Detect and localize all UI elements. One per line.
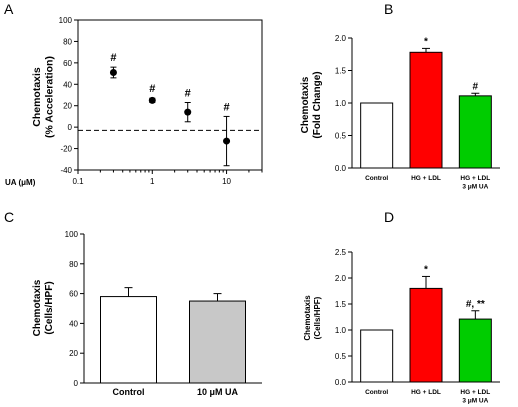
panel-a-y-tick-label: 40 xyxy=(63,80,72,89)
panel-a-point-annotation: # xyxy=(110,52,116,64)
panel-b-y-tick-label: 0.5 xyxy=(335,132,347,141)
panel-d-bar-annotation: #, ** xyxy=(466,299,485,310)
panel-b-bar xyxy=(458,95,492,169)
panel-a-point xyxy=(109,69,117,76)
panel-b-bar-annotation: # xyxy=(473,81,479,92)
panel-a-letter: A xyxy=(4,1,14,17)
panel-a-point xyxy=(184,108,192,116)
panel-a-y-tick-label: 80 xyxy=(63,37,72,46)
panel-b-letter: B xyxy=(384,1,393,17)
panel-c-y-axis-title: Chemotaxis(Cells/HPF) xyxy=(32,279,55,336)
panel-c-y-tick-label: 40 xyxy=(69,319,78,328)
panel-d-y-tick-label: 1.0 xyxy=(335,326,347,335)
panel-a-point xyxy=(223,137,231,145)
panel-a-x-tick-label: 10 xyxy=(222,177,231,186)
panel-c-bar xyxy=(189,300,246,384)
panel-a-y-tick-label: -20 xyxy=(60,145,72,154)
panel-b-bar xyxy=(409,51,443,169)
panel-d-category-label: HG + LDL xyxy=(411,389,441,396)
panel-a-y-axis-title-line: (% Acceleration) xyxy=(44,56,56,138)
panel-a-y-axis-title-line: Chemotaxis xyxy=(31,67,43,127)
panel-d-bar xyxy=(360,329,394,383)
panel-b-category-label: HG + LDL xyxy=(411,175,441,182)
panel-b-y-tick-label: 1.5 xyxy=(335,67,347,76)
panel-a-y-tick-label: 60 xyxy=(63,59,72,68)
panel-d-y-tick-label: 2.0 xyxy=(335,274,347,283)
panel-a-x-axis-title: UA (μM) xyxy=(5,178,36,187)
panel-c-y-axis-title-line: (Cells/HPF) xyxy=(44,281,55,334)
panel-a-y-tick-label: 0 xyxy=(68,123,73,132)
panel-d-category-label: 3 μM UA xyxy=(462,398,488,405)
panel-d-y-tick-label: 0.5 xyxy=(335,352,347,361)
panel-a-y-tick-label: 20 xyxy=(63,102,72,111)
panel-b-y-tick-label: 1.0 xyxy=(335,99,347,108)
panel-b-category-label: 3 μM UA xyxy=(462,184,488,191)
panel-c-y-tick-label: 80 xyxy=(69,260,78,269)
panel-d-category-label: Control xyxy=(365,389,388,396)
panel-b-y-axis-title-line: (Fold Change) xyxy=(312,71,323,138)
panel-a: A -40 -20 0 20 40 60 80 100 Chemotaxis(% Accelera… xyxy=(4,1,263,187)
panel-b-bar-annotation: * xyxy=(424,36,428,47)
panel-d-letter: D xyxy=(384,209,394,225)
panel-a-y-tick-label: -40 xyxy=(60,166,72,175)
panel-d-y-axis-title-line: Chemotaxis xyxy=(303,295,312,341)
panel-a-frame xyxy=(77,19,263,171)
panel-d-y-tick-label: 2.5 xyxy=(335,248,347,257)
panel-a-point-annotation: # xyxy=(223,101,229,113)
panel-a-y-tick-label: 100 xyxy=(59,16,73,25)
panel-c-y-tick-label: 60 xyxy=(69,290,78,299)
panel-c-bar xyxy=(100,296,157,384)
panel-c-y-tick-label: 20 xyxy=(69,349,78,358)
panel-c-y-tick-label: 100 xyxy=(65,230,79,239)
panel-c-category-label: 10 μM UA xyxy=(197,387,239,397)
panel-a-y-axis-title: Chemotaxis(% Acceleration) xyxy=(31,56,56,138)
panel-b-y-tick-label: 0.0 xyxy=(335,164,347,173)
panel-d-y-tick-label: 0.0 xyxy=(335,378,347,387)
panel-b-category-label: HG + LDL xyxy=(460,175,490,182)
panel-d-bar xyxy=(409,287,443,383)
panel-c-category-label: Control xyxy=(113,387,145,397)
panel-a-x-tick-label: 0.1 xyxy=(72,177,84,186)
panel-d-category-label: HG + LDL xyxy=(460,389,490,396)
panel-d-bar-annotation: * xyxy=(424,264,428,275)
panel-d-y-tick-label: 1.5 xyxy=(335,300,347,309)
panel-c-y-tick-label: 0 xyxy=(74,379,79,388)
panel-c-y-axis-title-line: Chemotaxis xyxy=(32,279,43,336)
panel-d-y-axis-title-line: (Cells/HPF) xyxy=(313,296,322,339)
panel-b-y-axis-title: Chemotaxis(Fold Change) xyxy=(300,71,323,138)
panel-d: D 0.0 0.5 1.0 1.5 2.0 2.5 Chemotaxis(Cells/HPF)… xyxy=(303,209,500,405)
panel-b-y-tick-label: 2.0 xyxy=(335,34,347,43)
panel-b-category-label: Control xyxy=(365,175,388,182)
panel-a-point-annotation: # xyxy=(149,83,155,95)
panel-d-y-axis-title: Chemotaxis(Cells/HPF) xyxy=(303,295,322,341)
panel-c: C 0 20 40 60 80 100 Chemotaxis(Cells/HPF) Contro… xyxy=(4,209,262,397)
panel-c-letter: C xyxy=(4,209,14,225)
panel-a-x-tick-label: 1 xyxy=(150,177,155,186)
panel-a-point xyxy=(148,96,156,104)
panel-a-point-annotation: # xyxy=(185,88,191,100)
panel-b-y-axis-title-line: Chemotaxis xyxy=(300,76,311,133)
panel-d-bar xyxy=(458,318,492,383)
panel-b-bar xyxy=(360,102,394,169)
